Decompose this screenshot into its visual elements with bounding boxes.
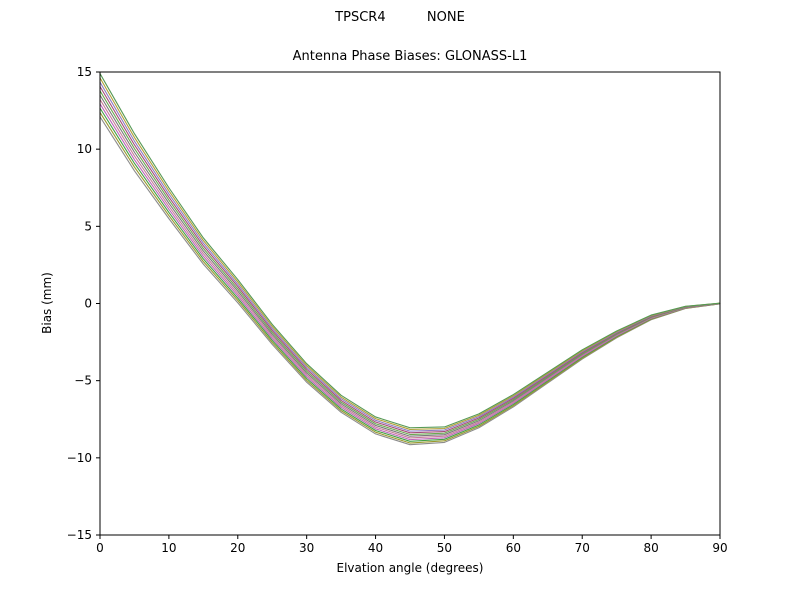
y-tick-label: 10 <box>77 142 92 156</box>
x-tick-label: 30 <box>299 541 314 555</box>
y-tick-label: −10 <box>67 451 92 465</box>
x-tick-label: 80 <box>643 541 658 555</box>
series-line <box>99 72 721 429</box>
x-tick-label: 40 <box>368 541 383 555</box>
series-line <box>99 116 721 446</box>
y-tick-label: 15 <box>77 65 92 79</box>
x-tick-label: 50 <box>437 541 452 555</box>
series-line <box>99 85 721 434</box>
series-line <box>99 98 721 439</box>
series-line <box>99 111 721 444</box>
figure-suptitle: TPSCR4 NONE <box>335 10 465 25</box>
series-line <box>99 94 721 437</box>
y-tick-label: −15 <box>67 528 92 542</box>
x-tick-label: 90 <box>712 541 727 555</box>
x-tick-label: 70 <box>575 541 590 555</box>
x-tick-label: 0 <box>96 541 104 555</box>
y-tick-label: 0 <box>84 297 92 311</box>
y-tick-label: 5 <box>84 219 92 233</box>
x-tick-label: 20 <box>230 541 245 555</box>
series-line <box>99 107 721 442</box>
series-line <box>99 90 721 436</box>
series-line <box>99 81 721 432</box>
x-tick-label: 10 <box>161 541 176 555</box>
x-axis-label: Elvation angle (degrees) <box>336 561 484 575</box>
series-line <box>99 77 721 430</box>
axes-spines <box>99 71 721 536</box>
chart-title: Antenna Phase Biases: GLONASS-L1 <box>292 49 528 64</box>
series-line <box>99 103 721 441</box>
x-tick-label: 60 <box>506 541 521 555</box>
y-tick-label: −5 <box>74 374 92 388</box>
